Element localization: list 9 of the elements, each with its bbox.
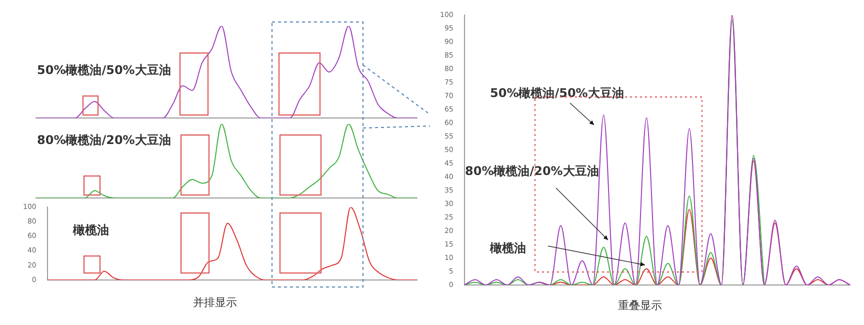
- annotation: 橄榄油: [73, 222, 109, 239]
- annotation: 橄榄油: [490, 240, 526, 257]
- line-series: [464, 15, 850, 285]
- annotation: 80%橄榄油/20%大豆油: [465, 163, 599, 180]
- line-series: [46, 207, 418, 280]
- text: 并排显示: [192, 295, 238, 310]
- annotation: 80%橄榄油/20%大豆油: [37, 132, 171, 149]
- annotation: 50%橄榄油/50%大豆油: [37, 62, 171, 79]
- text: 重叠显示: [617, 298, 663, 313]
